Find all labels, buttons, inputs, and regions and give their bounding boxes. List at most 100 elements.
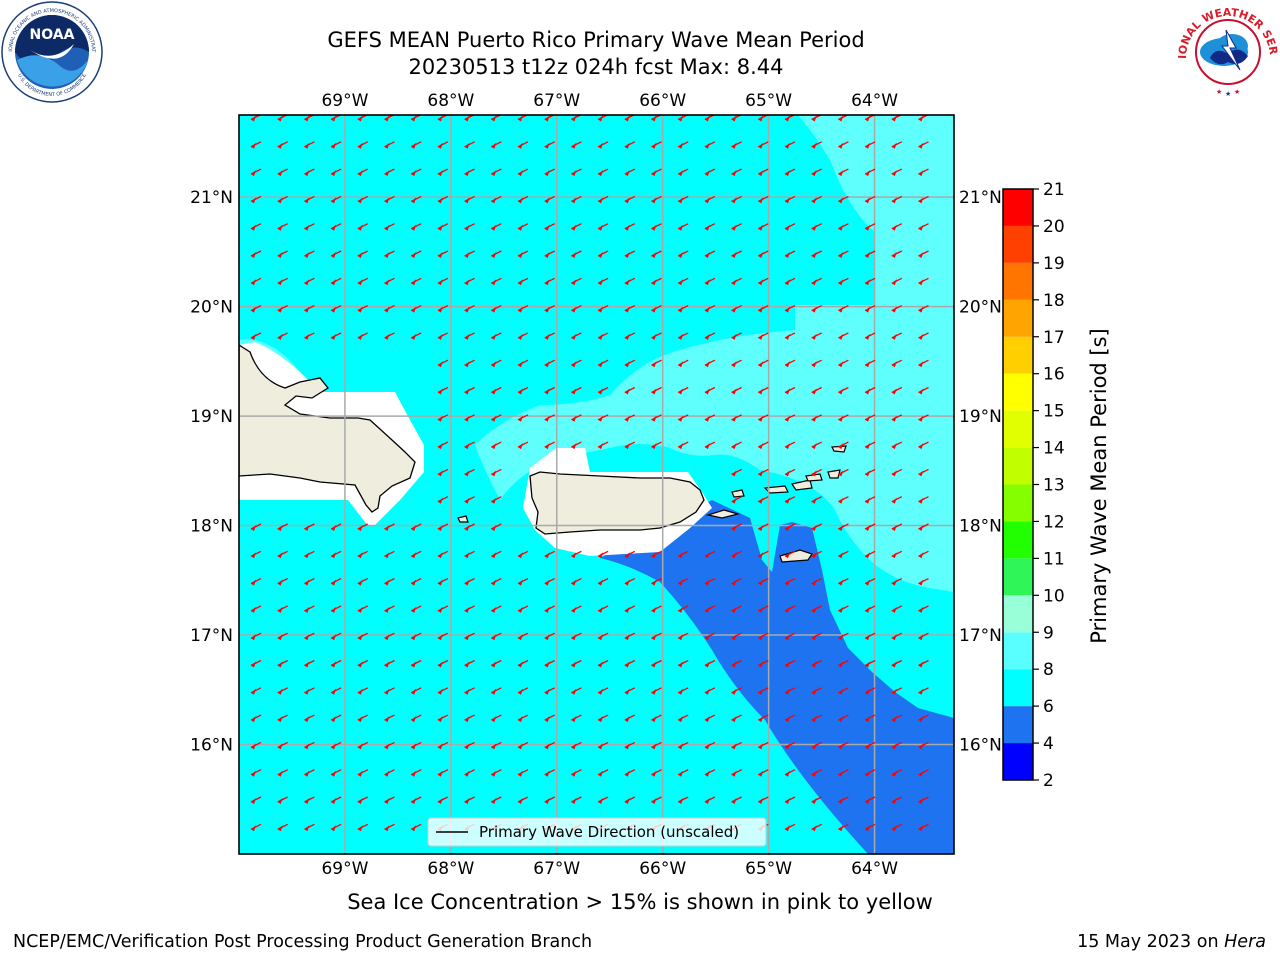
wave-arrow-head — [865, 252, 871, 258]
wave-arrow-head — [464, 579, 470, 586]
noaa-logo-text: NOAA — [30, 27, 75, 43]
lon-tick-bottom: 68°W — [427, 859, 474, 879]
wave-arrow-head — [571, 634, 577, 641]
wave-arrow-head — [277, 716, 283, 723]
wave-arrow-head — [678, 388, 684, 395]
wave-arrow-head — [838, 388, 844, 395]
wave-arrow-head — [758, 170, 764, 177]
wave-arrow-head — [571, 770, 577, 777]
wave-arrow-head — [598, 224, 604, 231]
colorbar-segment — [1003, 410, 1033, 448]
wave-arrow-head — [785, 306, 790, 313]
wave-arrow-head — [518, 443, 523, 450]
wave-arrow-head — [357, 115, 363, 122]
wave-arrow-head — [437, 252, 443, 258]
wave-arrow-head — [731, 661, 737, 668]
colorbar-segment — [1003, 669, 1033, 707]
wave-arrow-head — [598, 798, 604, 804]
wave-arrow-head — [518, 361, 523, 368]
wave-arrow-head — [331, 798, 337, 804]
wave-arrow-head — [277, 770, 283, 777]
wave-arrow-head — [277, 306, 283, 313]
wave-arrow-head — [464, 525, 470, 531]
wave-arrow-head — [891, 606, 897, 613]
wave-arrow-head — [251, 525, 256, 531]
colorbar-tick-label: 8 — [1043, 660, 1054, 680]
wave-arrow-head — [251, 798, 256, 804]
wave-arrow-head — [811, 361, 817, 368]
wave-arrow-head — [598, 634, 604, 641]
wave-arrow-head — [891, 743, 897, 750]
wave-arrow-head — [865, 661, 871, 668]
wave-arrow-head — [731, 552, 737, 559]
wave-arrow-head — [544, 415, 550, 422]
wave-arrow-head — [491, 743, 497, 750]
wave-arrow-head — [918, 606, 924, 613]
wave-arrow-head — [918, 798, 924, 804]
wave-arrow-head — [758, 115, 764, 122]
wave-arrow-head — [304, 525, 310, 531]
wave-arrow-head — [544, 661, 550, 668]
wave-arrow-head — [918, 224, 924, 231]
colorbar-segment — [1003, 484, 1033, 522]
wave-arrow-head — [491, 252, 497, 258]
wave-arrow-head — [598, 415, 604, 422]
wave-arrow-head — [678, 716, 684, 723]
wave-arrow-head — [304, 142, 310, 149]
wave-arrow-head — [678, 661, 684, 668]
wave-arrow-head — [598, 142, 604, 149]
wave-arrow-head — [437, 661, 443, 668]
wave-arrow-head — [277, 252, 283, 258]
wave-arrow-head — [544, 197, 550, 204]
lon-tick-top: 64°W — [851, 91, 898, 111]
wave-arrow-head — [785, 224, 790, 231]
wave-arrow-head — [678, 552, 684, 559]
wave-arrow-head — [464, 770, 470, 777]
wave-arrow-head — [598, 170, 604, 177]
wave-arrow-head — [865, 361, 871, 368]
wave-arrow-head — [785, 415, 790, 422]
legend-label: Primary Wave Direction (unscaled) — [479, 823, 739, 841]
wave-arrow-head — [411, 825, 417, 832]
wave-arrow-head — [598, 688, 604, 695]
wave-arrow-head — [731, 115, 737, 122]
wave-arrow-head — [544, 115, 550, 122]
wave-arrow-head — [437, 443, 443, 450]
wave-arrow-head — [651, 333, 657, 340]
wave-arrow-head — [277, 661, 283, 668]
wave-arrow-head — [704, 306, 710, 313]
wave-arrow-head — [304, 688, 310, 695]
wave-arrow-head — [865, 579, 871, 586]
wave-arrow-head — [704, 170, 710, 177]
wave-arrow-head — [891, 279, 897, 286]
wave-arrow-head — [544, 306, 550, 313]
map-frame — [238, 114, 955, 855]
wave-arrow-head — [838, 716, 844, 723]
land-puerto-rico — [529, 471, 705, 535]
wave-arrow-head — [544, 798, 550, 804]
wave-arrow-head — [704, 716, 710, 723]
wave-arrow-head — [918, 497, 924, 504]
wave-arrow-head — [571, 688, 577, 695]
wave-arrow-head — [491, 142, 497, 149]
wave-arrow-head — [838, 197, 844, 204]
wave-arrow-head — [384, 279, 390, 286]
wave-arrow-head — [918, 415, 924, 422]
wave-arrow-head — [651, 688, 657, 695]
wave-arrow-head — [704, 579, 710, 586]
lat-tick-right: 19°N — [959, 407, 1002, 427]
wave-arrow-head — [384, 552, 390, 559]
wave-arrow-head — [891, 470, 897, 477]
wave-arrow-head — [251, 606, 256, 613]
wave-arrow-head — [918, 552, 924, 559]
wave-arrow-head — [518, 579, 523, 586]
wave-arrow-head — [918, 142, 924, 149]
wave-arrow-head — [384, 661, 390, 668]
wave-arrow-head — [838, 333, 844, 340]
wave-arrow-head — [331, 170, 337, 177]
wave-arrow-head — [331, 606, 337, 613]
wave-arrow-head — [624, 579, 630, 586]
wave-arrow-head — [731, 497, 737, 504]
wave-arrow-head — [624, 361, 630, 368]
wave-arrow-head — [678, 142, 684, 149]
